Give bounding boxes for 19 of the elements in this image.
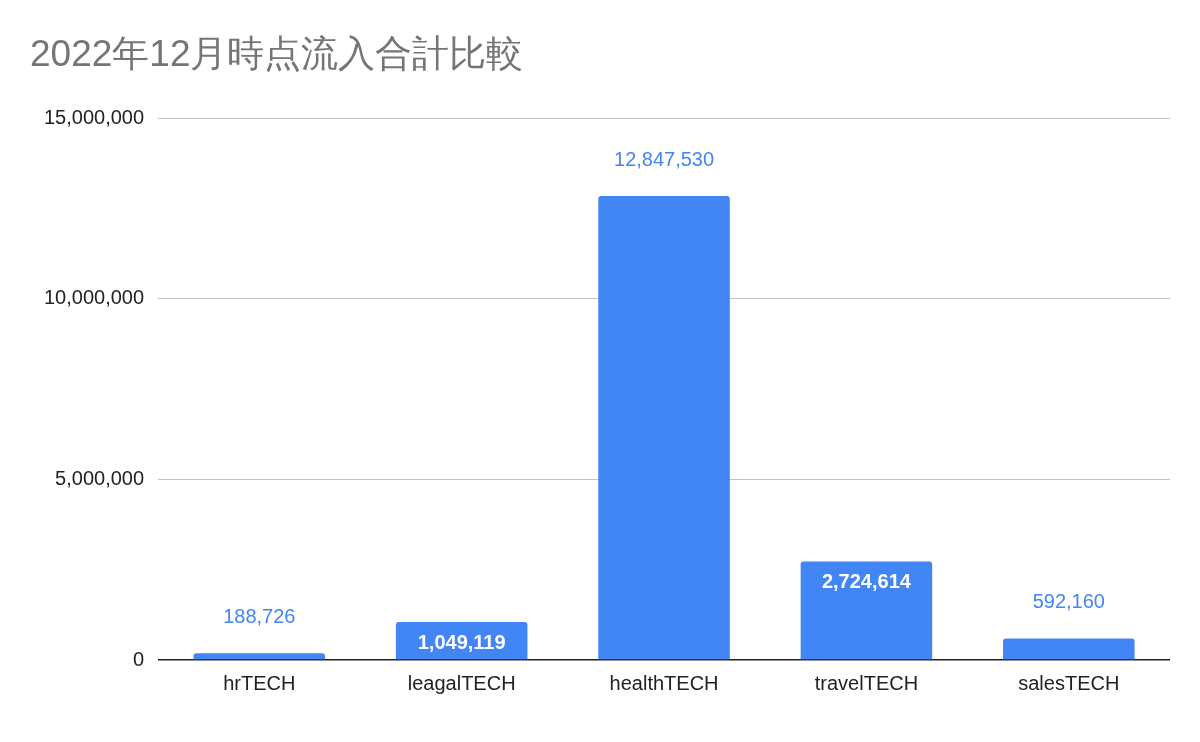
bar <box>1003 638 1135 660</box>
data-label: 188,726 <box>223 604 296 627</box>
data-label: 592,160 <box>1032 590 1105 613</box>
y-tick-label: 15,000,000 <box>43 105 145 128</box>
x-tick-label: travelTECH <box>814 671 919 694</box>
data-label: 1,049,119 <box>417 630 506 653</box>
data-label: 12,847,530 <box>613 147 715 170</box>
y-tick-label: 0 <box>132 647 145 670</box>
bar <box>193 653 326 660</box>
x-tick-label: salesTECH <box>1018 671 1120 694</box>
y-tick-label: 10,000,000 <box>43 286 145 309</box>
x-tick-label: hrTECH <box>223 671 296 694</box>
data-label: 2,724,614 <box>821 570 912 593</box>
y-tick-label: 5,000,000 <box>55 466 145 489</box>
bar <box>598 196 730 660</box>
x-tick-label: leagalTECH <box>407 671 516 694</box>
chart-title: 2022年12月時点流入合計比較 <box>30 33 524 75</box>
x-tick-label: healthTECH <box>609 671 719 694</box>
bar <box>800 561 933 660</box>
